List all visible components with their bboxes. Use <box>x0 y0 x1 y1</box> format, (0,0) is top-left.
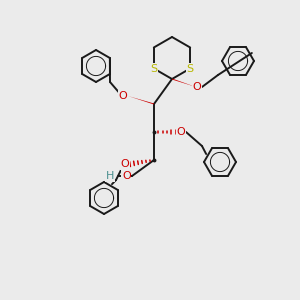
Polygon shape <box>128 96 154 104</box>
Text: O: O <box>122 171 131 181</box>
Text: H: H <box>106 171 114 181</box>
Text: S: S <box>150 64 158 74</box>
Text: O: O <box>118 91 127 101</box>
Text: O: O <box>177 127 185 137</box>
Text: O: O <box>193 82 201 92</box>
Polygon shape <box>172 79 196 87</box>
Text: O: O <box>120 159 129 169</box>
Text: S: S <box>187 64 194 74</box>
